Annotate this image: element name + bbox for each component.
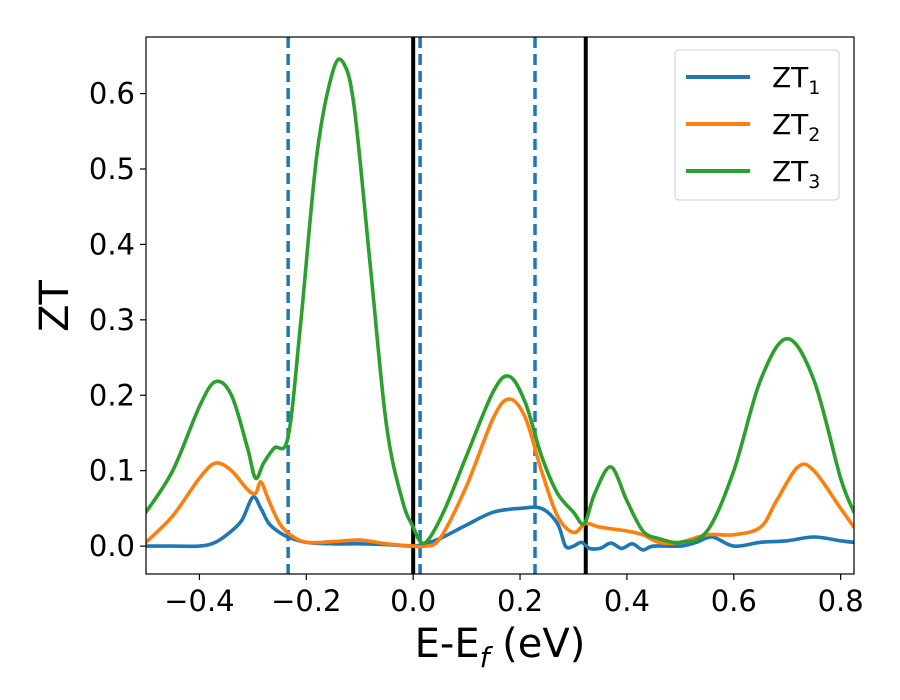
legend-label-zt1-sub: 1 (808, 77, 820, 99)
x-axis-title-main: E-E (415, 621, 480, 667)
x-axis-title-unit: (eV) (489, 621, 585, 667)
legend-entry-zt3: ZT3 (686, 155, 820, 193)
legend-label-zt3-main: ZT (772, 155, 809, 188)
legend-entry-zt1: ZT1 (686, 61, 820, 99)
legend-label-zt2-sub: 2 (808, 124, 820, 146)
legend-box (674, 49, 840, 201)
plot-frame (145, 36, 855, 575)
x-tick-label: 0.2 (497, 584, 543, 618)
legend-entry-zt2: ZT2 (686, 108, 820, 146)
y-tick-label: 0.4 (89, 227, 135, 261)
x-tick-label: 0.4 (604, 584, 650, 618)
series-line-zt3 (146, 57, 854, 546)
y-tick-label: 0.6 (89, 77, 135, 111)
x-axis-title: E-Ef (eV) (415, 621, 586, 674)
legend-label-zt3-sub: 3 (808, 171, 820, 193)
y-tick-label: 0.3 (89, 303, 135, 337)
series-lines (146, 57, 854, 552)
legend-label-zt3: ZT3 (772, 155, 820, 193)
series-line-zt2 (146, 397, 854, 549)
legend-label-zt2-main: ZT (772, 108, 809, 141)
y-tick-label: 0.2 (89, 378, 135, 412)
y-axis: 0.0 0.1 0.2 0.3 0.4 0.5 0.6 (89, 77, 146, 563)
reference-lines (286, 37, 588, 574)
x-tick-label: −0.2 (271, 584, 341, 618)
x-axis: −0.4 −0.2 0.0 0.2 0.4 0.6 0.8 (164, 574, 864, 618)
y-tick-label: 0.1 (89, 454, 135, 488)
x-tick-label: 0.8 (818, 584, 864, 618)
series-line-zt1 (146, 495, 854, 552)
y-tick-label: 0.0 (89, 529, 135, 563)
legend-label-zt2: ZT2 (772, 108, 820, 146)
legend: ZT1 ZT2 ZT3 (674, 49, 840, 201)
x-tick-label: 0.6 (711, 584, 757, 618)
y-tick-label: 0.5 (89, 152, 135, 186)
x-tick-label: −0.4 (164, 584, 234, 618)
legend-label-zt1: ZT1 (772, 61, 820, 99)
legend-label-zt1-main: ZT (772, 61, 809, 94)
y-axis-title: ZT (32, 280, 78, 332)
x-tick-label: 0.0 (390, 584, 436, 618)
